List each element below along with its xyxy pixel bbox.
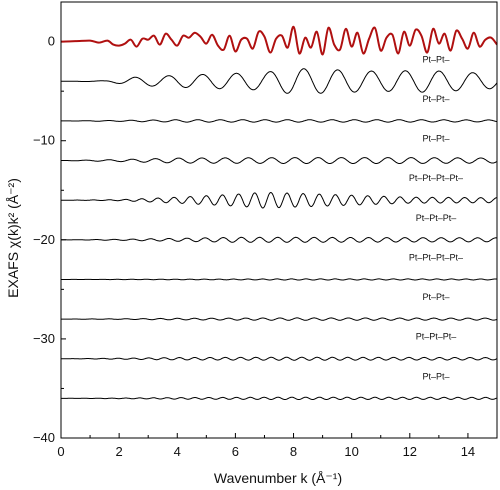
scattering-path-label: Pt–Pt– [422, 54, 449, 64]
y-tick-label: −20 [33, 232, 55, 247]
experimental-spectrum-line [60, 25, 498, 56]
scattering-path-label: Pt–Pt–Pt–Pt– [409, 252, 463, 262]
path-spectrum-line [61, 119, 498, 123]
x-tick-label: 10 [344, 444, 358, 459]
x-tick-label: 8 [290, 444, 297, 459]
y-tick-label: −30 [33, 331, 55, 346]
path-labels: Pt–Pt–Pt–Pt–Pt–Pt–Pt–Pt–Pt–Pt–Pt–Pt–Pt–P… [409, 54, 463, 381]
scattering-path-label: Pt–Pt– [422, 371, 449, 381]
path-spectrum-line [61, 278, 498, 281]
path-spectrum-line [61, 68, 498, 94]
x-tick-label: 0 [57, 444, 64, 459]
path-spectrum-line [61, 192, 497, 209]
scattering-path-label: Pt–Pt–Pt–Pt– [409, 173, 463, 183]
scattering-path-label: Pt–Pt– [422, 94, 449, 104]
plot-frame [60, 1, 498, 439]
path-spectrum-line [61, 236, 498, 243]
path-spectrum-line [61, 317, 498, 321]
path-spectrum-line [61, 396, 498, 400]
y-axis-label: EXAFS χ(k)k² (Å⁻²) [5, 178, 21, 298]
x-axis-label: Wavenumber k (Å⁻¹) [214, 470, 342, 486]
scattering-path-label: Pt–Pt–Pt– [416, 213, 457, 223]
x-tick-label: 2 [116, 444, 123, 459]
x-tick-label: 6 [232, 444, 239, 459]
x-tick-label: 12 [403, 444, 417, 459]
scattering-path-label: Pt–Pt– [422, 134, 449, 144]
y-tick-label: 0 [48, 34, 55, 49]
scattering-path-label: Pt–Pt–Pt– [416, 332, 457, 342]
y-tick-label: −10 [33, 133, 55, 148]
scattering-path-label: Pt–Pt– [422, 292, 449, 302]
x-tick-label: 14 [461, 444, 475, 459]
path-spectrum-line [61, 356, 498, 361]
axis-ticks: 0 2 4 6 8 10 12 14 0 −10 −20 −30 −40 [33, 34, 475, 459]
y-axis-label-group: EXAFS χ(k)k² (Å⁻²) [5, 178, 21, 298]
y-tick-label: −40 [33, 430, 55, 445]
path-spectrum-line [61, 157, 498, 164]
x-tick-label: 4 [174, 444, 181, 459]
spectra-curves [60, 25, 498, 400]
